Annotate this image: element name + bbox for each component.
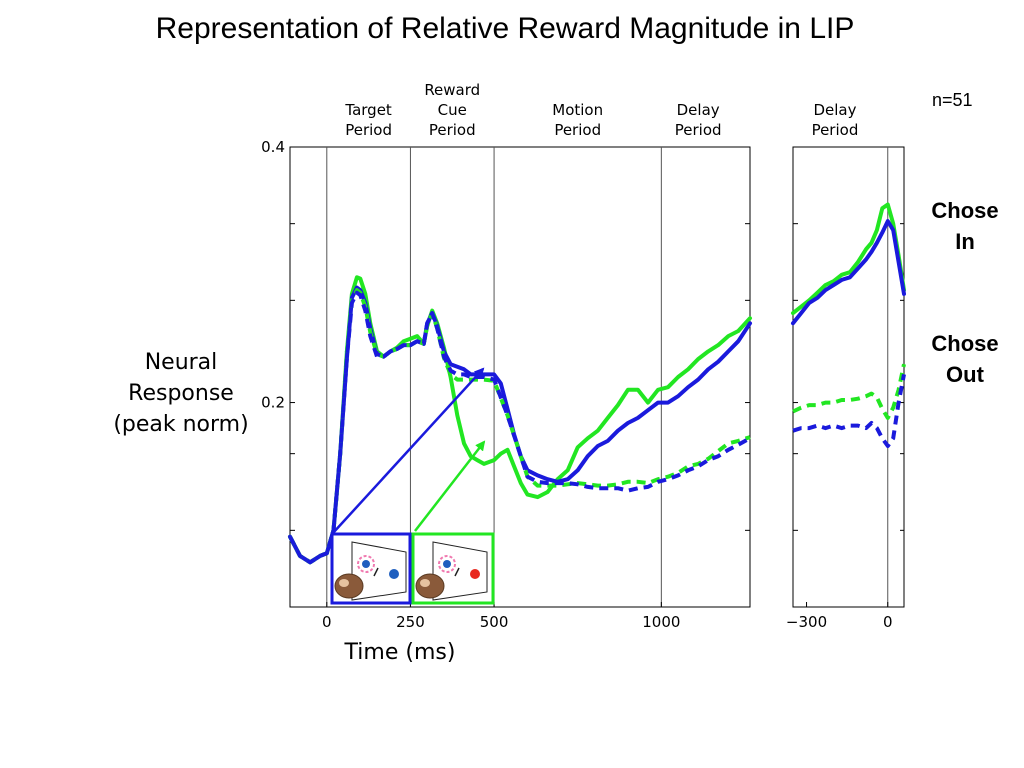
p2-xtick-label-1: 0 xyxy=(883,613,893,631)
p1-ytick-label-1: 0.2 xyxy=(261,394,285,412)
y-axis-label-line2: Response xyxy=(128,381,234,406)
arrow-low-reward xyxy=(332,367,485,534)
inset-target-in-high xyxy=(443,560,451,568)
y-axis-label-line1: Neural xyxy=(144,350,218,375)
monkey-face-icon-high xyxy=(420,579,430,587)
p1-xtick-label-1: 250 xyxy=(396,613,425,631)
x-axis-label: Time (ms) xyxy=(344,640,456,665)
p1-period-label-3-line-0: Delay xyxy=(677,101,720,119)
legend-chose-out-line2: Out xyxy=(946,362,984,387)
legend-chose-in: Chose In xyxy=(916,195,1014,257)
p1-period-label-2-line-0: Motion xyxy=(552,101,603,119)
p1-series-low_reward-dashed xyxy=(288,290,751,565)
p1-xtick-label-3: 1000 xyxy=(642,613,680,631)
legend-chose-out-line1: Chose xyxy=(931,331,999,356)
inset-target-out-high xyxy=(470,569,480,579)
monkey-icon-high xyxy=(415,573,445,599)
y-axis-label-line3: (peak norm) xyxy=(113,412,249,437)
p2-period-label-0-line-1: Period xyxy=(812,121,859,139)
p1-xtick-label-2: 500 xyxy=(480,613,509,631)
p2-series-high_reward-solid xyxy=(791,202,906,316)
arrow-high-reward xyxy=(414,440,486,532)
p1-series-high_reward-solid xyxy=(288,275,752,565)
p1-series-low_reward-solid xyxy=(288,285,752,565)
p1-period-label-3-line-1: Period xyxy=(675,121,722,139)
page-title: Representation of Relative Reward Magnit… xyxy=(155,12,855,45)
inset-target-in-low xyxy=(362,560,370,568)
inset-ring-low xyxy=(357,555,375,573)
p1-period-label-0-line-0: Target xyxy=(344,101,392,119)
legend-chose-in-line2: In xyxy=(955,229,975,254)
p1-ytick-label-0: 0.4 xyxy=(261,138,285,156)
y-axis-label: Neural Response (peak norm) xyxy=(96,347,266,440)
p1-period-label-1-line-2: Period xyxy=(429,121,476,139)
p2-series-high_reward-dashed xyxy=(792,363,906,420)
p2-series-low_reward-solid xyxy=(791,219,906,326)
inset-fixation-high xyxy=(454,567,460,577)
panel-saccade-aligned: −300 0 Delay Period xyxy=(786,101,906,631)
legend-chose-out: Chose Out xyxy=(916,328,1014,390)
reward-cue-insets xyxy=(330,367,495,605)
p1-period-label-1-line-1: Cue xyxy=(438,101,467,119)
p1-period-label-1-line-0: Reward xyxy=(424,81,480,99)
p2-series-low_reward-dashed xyxy=(792,374,906,448)
inset-fixation-low xyxy=(373,567,379,577)
monkey-face-icon-low xyxy=(339,579,349,587)
inset-ring-high xyxy=(438,555,456,573)
panel-target-aligned: 0.4 0.2 0 250 500 1000 Target Period Reward Cue Pe… xyxy=(261,81,752,631)
p1-period-label-0-line-1: Period xyxy=(345,121,392,139)
p1-series-high_reward-dashed xyxy=(288,288,751,565)
monkey-icon-low xyxy=(334,573,364,599)
p1-frame xyxy=(289,146,751,608)
p1-xtick-label-0: 0 xyxy=(322,613,332,631)
sample-size-label: n=51 xyxy=(932,90,973,110)
inset-target-out-low xyxy=(389,569,399,579)
legend-chose-in-line1: Chose xyxy=(931,198,999,223)
p2-xtick-label-0: −300 xyxy=(786,613,827,631)
p2-period-label-0-line-0: Delay xyxy=(813,101,856,119)
p1-period-label-2-line-1: Period xyxy=(554,121,601,139)
